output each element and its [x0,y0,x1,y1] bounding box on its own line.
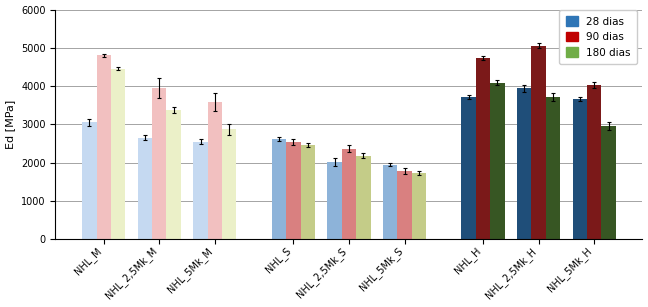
Bar [587,85,601,239]
Bar [546,97,560,239]
Bar [286,142,301,239]
Bar [517,88,531,239]
Bar [301,145,315,239]
Bar [476,58,490,239]
Bar [208,102,222,239]
Bar [383,165,397,239]
Bar [601,126,616,239]
Bar [397,171,411,239]
Bar [272,139,286,239]
Bar [193,142,208,239]
Bar [111,68,125,239]
Bar [327,162,341,239]
Bar [490,83,505,239]
Bar [461,97,476,239]
Bar [97,56,111,239]
Bar [411,173,426,239]
Bar [152,88,167,239]
Bar [82,122,97,239]
Bar [167,110,181,239]
Bar [341,149,356,239]
Y-axis label: Ed [MPa]: Ed [MPa] [6,100,16,149]
Bar [222,129,237,239]
Bar [138,138,152,239]
Bar [573,99,587,239]
Bar [531,45,546,239]
Legend: 28 dias, 90 dias, 180 dias: 28 dias, 90 dias, 180 dias [559,10,637,64]
Bar [356,156,371,239]
